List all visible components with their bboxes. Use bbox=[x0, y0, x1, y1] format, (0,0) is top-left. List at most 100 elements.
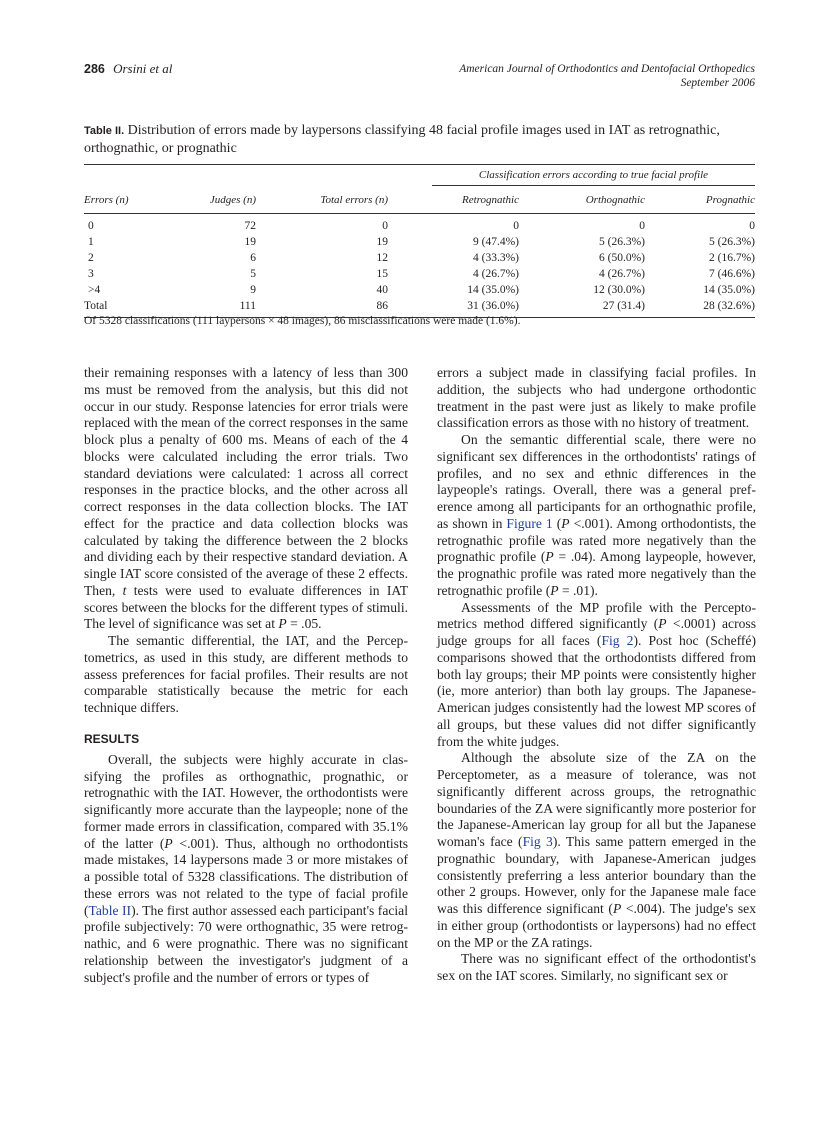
table-caption-text: Distribution of errors made by layperson… bbox=[84, 123, 720, 156]
table-cell: 28 (32.6%) bbox=[703, 300, 755, 312]
text-run: ( bbox=[552, 515, 562, 531]
table-cell: 2 bbox=[88, 252, 94, 264]
table-cell: 72 bbox=[244, 220, 257, 232]
text-run: There was no significant effect of the o… bbox=[437, 951, 756, 983]
table-cell: 5 (26.3%) bbox=[709, 236, 755, 248]
column-header: Judges (n) bbox=[209, 194, 256, 206]
table-cell: 9 bbox=[250, 284, 256, 296]
table-cell: 5 bbox=[250, 268, 256, 280]
column-header: Errors (n) bbox=[84, 194, 129, 206]
body-paragraph: There was no significant effect of the o… bbox=[437, 951, 756, 985]
table-cell: 4 (26.7%) bbox=[473, 268, 519, 280]
table-label: Table II. bbox=[84, 125, 125, 137]
table-footnote: Of 5328 classifications (111 laypersons … bbox=[84, 315, 521, 327]
table-row: 0 72 0 0 0 0 bbox=[84, 214, 755, 235]
table-cell: 6 bbox=[250, 252, 256, 264]
column-header: Prognathic bbox=[705, 194, 755, 206]
table-row: 2 6 12 4 (33.3%) 6 (50.0%) 2 (16.7%) bbox=[84, 250, 755, 266]
text-run: P bbox=[164, 835, 173, 851]
table-cell: 19 bbox=[244, 236, 257, 248]
text-run: P bbox=[278, 616, 287, 632]
cross-reference-link[interactable]: Fig 2 bbox=[601, 633, 634, 648]
table-cell: 14 (35.0%) bbox=[467, 284, 519, 296]
running-header-left: 286 Orsini et al bbox=[84, 61, 172, 77]
text-run: errors a subject made in classifying fac… bbox=[437, 365, 756, 431]
text-run: their remaining responses with a latency… bbox=[84, 365, 408, 598]
table-cell: 4 (33.3%) bbox=[473, 252, 519, 264]
table-cell: 0 bbox=[749, 220, 755, 232]
text-run: P bbox=[612, 901, 622, 916]
table-cell: 0 bbox=[513, 220, 519, 232]
table-row: 1 19 19 9 (47.4%) 5 (26.3%) 5 (26.3%) bbox=[84, 234, 755, 250]
running-header-right: American Journal of Orthodontics and Den… bbox=[459, 62, 755, 90]
table-cell: >4 bbox=[88, 284, 101, 296]
page-number: 286 bbox=[84, 62, 105, 76]
body-paragraph: Assessments of the MP profile with the P… bbox=[437, 600, 756, 751]
body-paragraph: Although the absolute size of the ZA on … bbox=[437, 750, 756, 951]
table-cell: 40 bbox=[376, 284, 389, 296]
table-cell: 12 (30.0%) bbox=[593, 284, 645, 296]
column-header: Retrognathic bbox=[461, 194, 519, 206]
table-cell: 0 bbox=[382, 220, 388, 232]
cross-reference-link[interactable]: Fig 3 bbox=[522, 834, 553, 849]
cross-reference-link[interactable]: Table II bbox=[88, 902, 132, 918]
issue-date: September 2006 bbox=[680, 77, 755, 89]
text-run: On the semantic differential scale, ther… bbox=[437, 432, 756, 531]
text-run: <.001). Among orthodon­tists, the retrog… bbox=[437, 515, 756, 565]
table-spanner-header: Classification errors according to true … bbox=[396, 165, 755, 187]
left-column: their remaining responses with a latency… bbox=[84, 365, 408, 986]
table-cell: 19 bbox=[376, 236, 389, 248]
body-paragraph: The semantic differential, the IAT, and … bbox=[84, 633, 408, 717]
text-run: The semantic differential, the IAT, and … bbox=[84, 633, 408, 715]
text-run: Assessments of the MP profile with the P… bbox=[437, 599, 756, 632]
table-cell: 7 (46.6%) bbox=[709, 268, 755, 280]
table-cell: 0 bbox=[88, 220, 94, 232]
errors-table: Classification errors according to true … bbox=[84, 164, 755, 318]
table-cell: Total bbox=[84, 300, 108, 312]
body-paragraph: On the semantic differential scale, ther… bbox=[437, 432, 756, 600]
table-caption: Table II. Distribution of errors made by… bbox=[84, 122, 756, 158]
body-paragraph: their remaining responses with a latency… bbox=[84, 365, 408, 633]
text-run: P bbox=[545, 549, 554, 565]
text-run: = .04). Among laypeople, however, the pr… bbox=[437, 549, 756, 598]
table-row: >4 9 40 14 (35.0%) 12 (30.0%) 14 (35.0%) bbox=[84, 282, 755, 298]
text-run: P bbox=[658, 616, 667, 632]
cross-reference-link[interactable]: Figure 1 bbox=[506, 515, 553, 531]
text-run: P bbox=[550, 582, 559, 598]
table-cell: 111 bbox=[239, 300, 256, 312]
text-run: ). Post hoc (Scheffé) comparisons showed… bbox=[437, 633, 756, 749]
text-run: tests were used to evaluate differences … bbox=[84, 582, 408, 632]
table-cell: 5 (26.3%) bbox=[599, 236, 645, 248]
table-cell: 3 bbox=[88, 268, 94, 280]
text-run: P bbox=[561, 515, 570, 531]
text-run: t bbox=[122, 582, 127, 598]
column-header: Orthognathic bbox=[585, 194, 645, 206]
text-run: ). This same pattern emerged in the prog… bbox=[437, 834, 756, 916]
text-run: <.001). Thus, although no orthodontists … bbox=[84, 835, 409, 918]
section-heading-results: RESULTS bbox=[84, 731, 140, 746]
text-run: = .01). bbox=[558, 582, 598, 598]
journal-name: American Journal of Orthodontics and Den… bbox=[459, 63, 755, 75]
table-cell: 1 bbox=[88, 236, 94, 248]
text-run: = .05. bbox=[286, 616, 322, 632]
text-run: ). The first author assessed each partic… bbox=[84, 902, 408, 985]
table-row: 3 5 15 4 (26.7%) 4 (26.7%) 7 (46.6%) bbox=[84, 266, 755, 282]
table-cell: 2 (16.7%) bbox=[709, 252, 755, 264]
text-run: <.004). The judge's sex in either group … bbox=[437, 901, 756, 950]
table-cell: 86 bbox=[376, 300, 389, 312]
table-cell: 27 (31.4) bbox=[602, 300, 645, 312]
table-row: Total 111 86 31 (36.0%) 27 (31.4) 28 (32.6%) bbox=[84, 298, 755, 314]
text-run: Overall, the subjects were highly accura… bbox=[84, 751, 408, 851]
author-running-head: Orsini et al bbox=[113, 61, 173, 76]
text-run: <.0001) across judge groups for all face… bbox=[437, 616, 756, 648]
table-cell: 12 bbox=[376, 252, 389, 264]
table-cell: 15 bbox=[376, 268, 389, 280]
table-cell: 9 (47.4%) bbox=[473, 236, 519, 248]
body-paragraph: Overall, the subjects were highly accura… bbox=[84, 752, 408, 987]
table-cell: 0 bbox=[639, 220, 645, 232]
table-cell: 14 (35.0%) bbox=[703, 284, 755, 296]
column-header: Total errors (n) bbox=[320, 194, 388, 206]
text-run: Although the absolute size of the ZA on … bbox=[437, 750, 756, 849]
table-cell: 31 (36.0%) bbox=[467, 300, 519, 312]
body-paragraph: errors a subject made in classifying fac… bbox=[437, 365, 756, 432]
